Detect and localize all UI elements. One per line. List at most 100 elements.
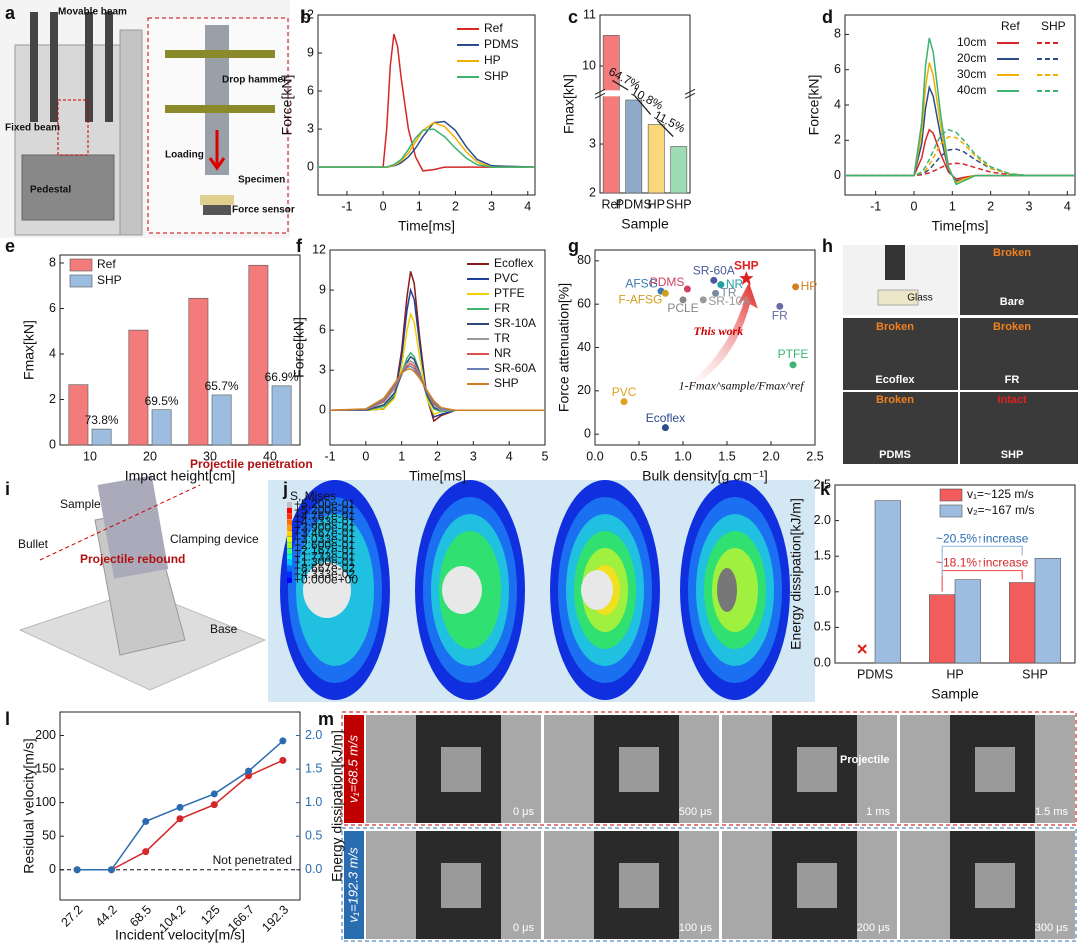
photo — [960, 392, 1078, 464]
photo-label: Broken — [876, 394, 914, 406]
y-tick-label: 0 — [307, 159, 314, 173]
data-point — [712, 289, 720, 297]
zoom-box — [57, 99, 89, 156]
x-tick-label: SHP — [1022, 667, 1048, 681]
legend-label: 40cm — [957, 83, 986, 97]
panel-label: c — [568, 7, 578, 27]
x-tick-label: 3 — [1026, 199, 1033, 213]
y-tick-label: 2.5 — [814, 477, 831, 491]
axis-break-mark — [594, 88, 606, 99]
column — [85, 12, 93, 122]
sim-bg — [268, 480, 815, 702]
photo-label: Bare — [1000, 296, 1024, 308]
annotation: ~20.5%↑increase — [936, 532, 1029, 546]
x-tick-label: 125 — [198, 903, 223, 928]
x-tick-label: 4 — [524, 199, 531, 213]
time-label: 0 μs — [513, 806, 535, 818]
y-tick-label: 8 — [49, 255, 56, 269]
y-tick-label: 0 — [319, 403, 326, 417]
data-point — [620, 398, 628, 406]
x-axis-label: Incident velocity[m/s] — [115, 927, 245, 943]
data-point — [776, 302, 784, 310]
y-tick-label: 3 — [307, 121, 314, 135]
photo-label: Broken — [876, 321, 914, 333]
y-tick-label: 0.0 — [814, 655, 831, 669]
legend-swatch — [287, 519, 292, 525]
data-point — [142, 817, 150, 825]
photo-label: Sample — [60, 497, 101, 511]
row-label-bg — [344, 831, 364, 939]
data-point — [279, 737, 287, 745]
photo-label: Drop hammer — [222, 75, 287, 86]
legend-label: SHP — [494, 376, 519, 390]
velocity-label: v₁=68.5 m/s — [345, 734, 360, 803]
y-tick-label: 0 — [834, 168, 841, 182]
panel-label: h — [822, 236, 833, 256]
bar — [128, 329, 149, 446]
plot-frame — [317, 14, 536, 196]
photo-label: SHP — [1001, 449, 1024, 461]
bar — [271, 385, 292, 446]
photo-glass — [877, 289, 919, 306]
sphere — [442, 566, 482, 614]
legend-value: +4.333e-02 — [294, 567, 355, 581]
y-tick-label: 1.0 — [814, 584, 831, 598]
specimen — [200, 195, 234, 205]
bar — [874, 500, 901, 664]
y2-axis-label: Energy dissipation[kJ/m] — [329, 730, 345, 882]
data-point — [792, 283, 800, 291]
photo — [960, 318, 1078, 390]
plot-frame — [59, 711, 301, 901]
legend-label: v₁=~125 m/s — [967, 487, 1034, 501]
bar — [954, 579, 981, 664]
x-tick-label: 1 — [398, 449, 405, 463]
x-tick-label: 4 — [506, 449, 513, 463]
photo-label: Fixed beam — [5, 123, 60, 134]
x-tick-label: 1 — [416, 199, 423, 213]
data-line — [318, 33, 535, 172]
bar — [1034, 558, 1061, 664]
x-tick-label: 192.3 — [259, 903, 291, 935]
legend-label: PDMS — [484, 37, 519, 51]
x-tick-label: SHP — [666, 197, 692, 211]
y-tick-label: 2 — [49, 392, 56, 406]
window — [619, 747, 659, 792]
point-label: PCLE — [667, 301, 698, 315]
data-line — [330, 287, 545, 418]
legend-value: +1.300e-01 — [294, 555, 355, 569]
data-point — [789, 361, 797, 369]
legend-swatch — [287, 577, 292, 583]
data-line — [318, 128, 535, 168]
data-point — [710, 276, 718, 284]
panel-label: m — [318, 709, 334, 729]
legend-label: SHP — [97, 273, 122, 287]
data-point — [245, 767, 253, 775]
legend-label: Ecoflex — [494, 256, 533, 270]
photo-label: Clamping device — [170, 532, 259, 546]
legend-swatch — [287, 531, 292, 537]
y-tick-label: 6 — [834, 62, 841, 76]
bracket — [941, 545, 1023, 577]
x-tick-label: 2 — [434, 449, 441, 463]
bar — [91, 428, 112, 446]
time-label: 300 μs — [1035, 922, 1069, 934]
point-label: SR-10A — [708, 294, 750, 308]
bar — [929, 594, 956, 664]
y-tick-label: 0 — [584, 426, 591, 440]
legend-label: PVC — [494, 271, 519, 285]
legend-label: v₂=~167 m/s — [967, 503, 1034, 517]
x-tick-label: 68.5 — [127, 903, 154, 930]
y-tick-label: 40 — [577, 340, 591, 354]
legend-label: TR — [494, 331, 510, 345]
y2-tick-label: 1.5 — [305, 761, 322, 775]
x-tick-label: 2 — [452, 199, 459, 213]
row-label-bg — [344, 715, 364, 823]
legend-swatch — [939, 504, 963, 518]
sphere — [303, 562, 351, 618]
point-label: PVC — [612, 385, 637, 399]
plot-frame — [599, 14, 691, 194]
y-tick-label: 100 — [35, 795, 56, 809]
window — [975, 863, 1015, 908]
legend-label: SHP — [484, 69, 509, 83]
